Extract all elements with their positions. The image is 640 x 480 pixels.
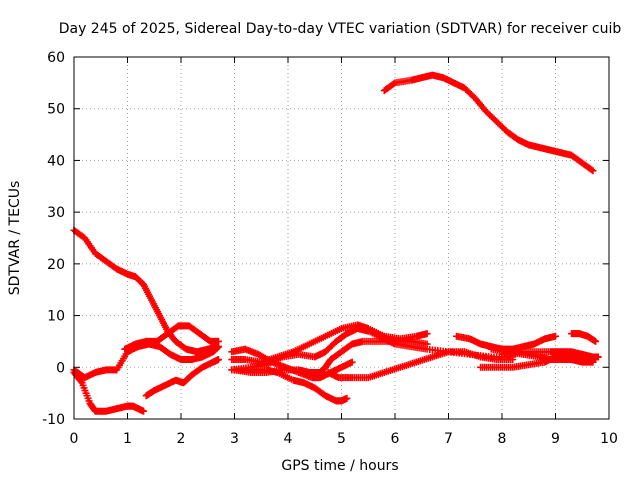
data-point-marker	[214, 356, 222, 364]
data-point-marker	[390, 80, 398, 88]
y-tick-label: 0	[56, 360, 65, 376]
plot-frame	[73, 56, 610, 420]
data-point-marker	[343, 394, 351, 402]
data-point-marker	[588, 166, 596, 174]
chart-title: Day 245 of 2025, Sidereal Day-to-day VTE…	[59, 21, 622, 37]
y-tick-label: 20	[47, 257, 65, 273]
y-tick-label: 10	[47, 309, 65, 325]
data-point-marker	[589, 358, 597, 366]
series-s3	[70, 368, 148, 415]
x-tick-label: 6	[391, 431, 400, 447]
series-s10	[231, 337, 431, 376]
series-s2	[70, 340, 222, 382]
x-tick-label: 0	[70, 431, 79, 447]
x-tick-label: 10	[600, 431, 618, 447]
series-s7	[228, 321, 431, 366]
data-point-marker	[423, 340, 431, 348]
y-tick-label: 30	[47, 205, 65, 221]
series-s4	[121, 322, 222, 353]
y-axis-label: SDTVAR / TECUs	[7, 181, 23, 296]
x-axis-label: GPS time / hours	[281, 458, 398, 474]
data-point-marker	[140, 407, 148, 415]
x-tick-label: 3	[230, 431, 239, 447]
axis-ticks: 0 1 2 3 4 5 6 7 8 9 10 -10 0 10 20 30 40 50 60	[42, 50, 618, 447]
grid-lines	[74, 57, 609, 419]
data-point-marker	[592, 337, 600, 345]
y-tick-label: 50	[47, 102, 65, 118]
data-series	[70, 71, 602, 415]
series-s12	[380, 71, 597, 175]
x-tick-label: 4	[284, 431, 293, 447]
data-point-marker	[589, 167, 597, 175]
x-tick-label: 9	[551, 431, 560, 447]
x-tick-label: 1	[123, 431, 132, 447]
y-tick-label: -10	[42, 412, 65, 428]
data-point-marker	[594, 353, 602, 361]
series-s11	[324, 348, 517, 382]
data-point-marker	[348, 358, 356, 366]
x-tick-label: 5	[337, 431, 346, 447]
series-s8	[228, 325, 517, 374]
x-tick-label: 7	[444, 431, 453, 447]
x-tick-label: 2	[177, 431, 186, 447]
series-s5	[142, 356, 222, 400]
data-point-marker	[77, 378, 85, 386]
data-point-marker	[509, 356, 517, 364]
data-point-marker	[214, 337, 222, 345]
y-tick-label: 40	[47, 153, 65, 169]
data-point-marker	[552, 332, 559, 340]
x-tick-label: 8	[498, 431, 507, 447]
series-s17	[568, 330, 600, 345]
y-tick-label: 60	[47, 50, 65, 66]
data-point-marker	[423, 330, 431, 338]
series-s16	[487, 345, 597, 366]
